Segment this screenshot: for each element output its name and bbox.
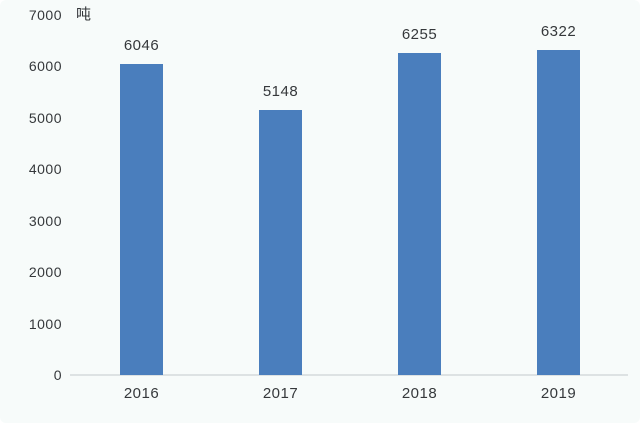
y-axis-tick-label: 2000: [28, 264, 62, 281]
y-axis-tick-label: 1000: [28, 315, 62, 332]
bar-2016: [120, 64, 163, 375]
bar-value-label: 5148: [262, 83, 299, 101]
y-axis-tick-label: 7000: [28, 7, 62, 23]
y-axis-tick-label: 5000: [28, 109, 62, 126]
y-axis-tick-label: 4000: [28, 161, 62, 178]
bar-2018: [398, 53, 441, 375]
bar-2017: [259, 110, 302, 375]
y-axis-tick-label: 0: [53, 367, 62, 383]
y-axis-tick-label: 6000: [28, 58, 62, 75]
bar-value-label: 6255: [401, 26, 438, 44]
x-axis-label: 2016: [123, 385, 160, 402]
bar-value-label: 6322: [540, 22, 577, 40]
x-axis-line: [70, 374, 628, 376]
y-axis-tick-label: 3000: [28, 212, 62, 229]
x-axis-label: 2017: [262, 385, 299, 402]
y-axis-unit-label: 吨: [76, 6, 92, 23]
bar-value-label: 6046: [123, 37, 160, 55]
bar-2019: [537, 49, 580, 375]
x-axis-label: 2018: [401, 385, 438, 402]
x-axis-label: 2019: [540, 385, 577, 402]
